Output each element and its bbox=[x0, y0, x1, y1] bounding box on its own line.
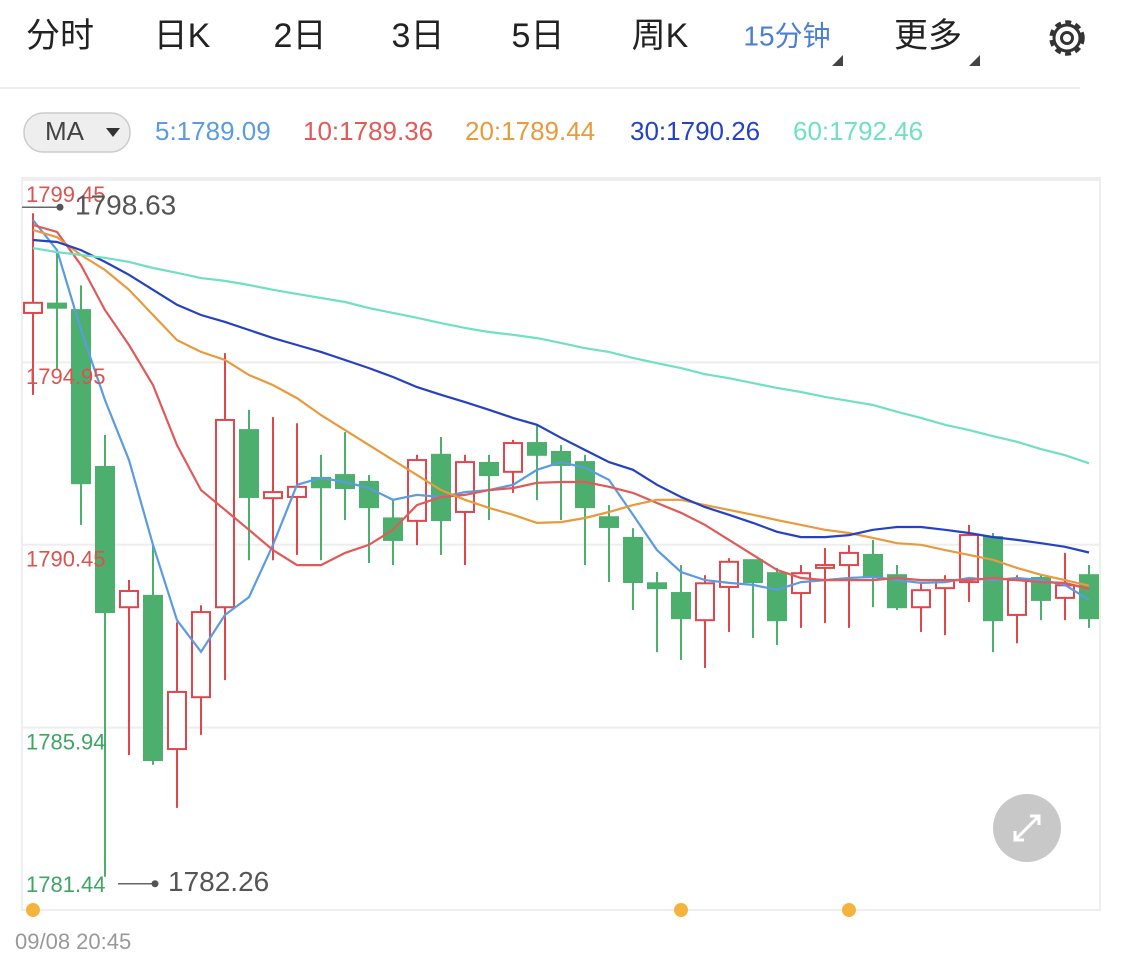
candle-body bbox=[911, 589, 931, 609]
candle-body bbox=[839, 551, 859, 567]
candle-body bbox=[623, 536, 643, 584]
candle-body bbox=[959, 534, 979, 584]
event-dot[interactable] bbox=[674, 903, 688, 917]
dropdown-corner bbox=[969, 55, 980, 66]
candle-body bbox=[1055, 584, 1075, 599]
candle-body bbox=[671, 592, 691, 620]
tab[interactable]: 3日 bbox=[392, 17, 445, 55]
tab[interactable]: 更多 bbox=[894, 17, 962, 55]
ma-line bbox=[32, 223, 1090, 591]
candle-body bbox=[1007, 579, 1027, 616]
y-tick-label: 1799.45 bbox=[26, 182, 106, 207]
candle-body bbox=[431, 453, 451, 522]
candle-body bbox=[887, 574, 907, 609]
candle-body bbox=[719, 560, 739, 588]
candle-body bbox=[1031, 577, 1051, 601]
legend-entry: 5:1789.09 bbox=[155, 116, 271, 146]
event-dot[interactable] bbox=[842, 903, 856, 917]
settings-icon[interactable] bbox=[1049, 20, 1085, 56]
y-tick-label: 1781.44 bbox=[26, 872, 106, 897]
candle-body bbox=[647, 582, 667, 590]
ma-line bbox=[32, 219, 1090, 654]
candle-body bbox=[47, 302, 67, 309]
legend-entry: 30:1790.26 bbox=[630, 116, 760, 146]
ma-line bbox=[32, 228, 1090, 587]
candle-body bbox=[143, 594, 163, 762]
candle-body bbox=[863, 553, 883, 579]
ma-button[interactable] bbox=[23, 112, 131, 153]
tab[interactable]: 5日 bbox=[512, 17, 565, 55]
ma-dropdown-arrow bbox=[106, 128, 120, 137]
candle-body bbox=[479, 461, 499, 477]
candle-body bbox=[167, 690, 187, 751]
tab[interactable]: 分时 bbox=[26, 17, 94, 55]
gear-hole bbox=[1060, 31, 1074, 45]
max-dot bbox=[56, 203, 64, 211]
candle-body bbox=[263, 491, 283, 500]
candle-body bbox=[767, 572, 787, 622]
candle-body bbox=[23, 301, 43, 314]
max-label: 1798.63 bbox=[75, 190, 176, 221]
ma-line bbox=[32, 247, 1090, 465]
expand-button[interactable] bbox=[993, 794, 1061, 862]
candle-body bbox=[503, 442, 523, 473]
candle-body bbox=[71, 309, 91, 485]
tab[interactable]: 15分钟 bbox=[743, 20, 830, 51]
candle-body bbox=[743, 559, 763, 584]
candle-body bbox=[695, 582, 715, 622]
legend-entry: 10:1789.36 bbox=[303, 116, 433, 146]
candle-body bbox=[455, 461, 475, 513]
min-label: 1782.26 bbox=[168, 866, 269, 897]
candle-body bbox=[599, 516, 619, 528]
ma-line bbox=[32, 238, 1090, 554]
y-tick-label: 1785.94 bbox=[26, 729, 106, 754]
candle-body bbox=[95, 465, 115, 614]
candle-body bbox=[215, 418, 235, 609]
gear-teeth bbox=[1049, 20, 1085, 56]
candle-body bbox=[359, 480, 379, 509]
candle-body bbox=[815, 564, 835, 569]
candle-body bbox=[527, 442, 547, 456]
plot bbox=[22, 179, 1100, 911]
x-axis-label: 09/08 20:45 bbox=[15, 929, 131, 954]
min-dot bbox=[151, 880, 159, 888]
candle-body bbox=[287, 485, 307, 498]
candle-body bbox=[551, 450, 571, 466]
candle-body bbox=[239, 429, 259, 498]
candle-body bbox=[119, 590, 139, 609]
tab[interactable]: 2日 bbox=[274, 17, 327, 55]
ma-button-label: MA bbox=[45, 116, 85, 146]
y-tick-label: 1794.95 bbox=[26, 364, 106, 389]
legend-entry: 20:1789.44 bbox=[465, 116, 595, 146]
candle-body bbox=[1079, 574, 1099, 620]
tab[interactable]: 日K bbox=[154, 17, 211, 55]
tab[interactable]: 周K bbox=[632, 17, 689, 55]
y-tick-label: 1790.45 bbox=[26, 547, 106, 572]
gear-ring bbox=[1052, 23, 1082, 53]
event-dot[interactable] bbox=[26, 903, 40, 917]
expand-icon bbox=[1013, 814, 1041, 842]
dropdown-corner bbox=[832, 55, 843, 66]
legend-entry: 60:1792.46 bbox=[793, 116, 923, 146]
candle-body bbox=[191, 611, 211, 699]
candle-body bbox=[407, 459, 427, 522]
